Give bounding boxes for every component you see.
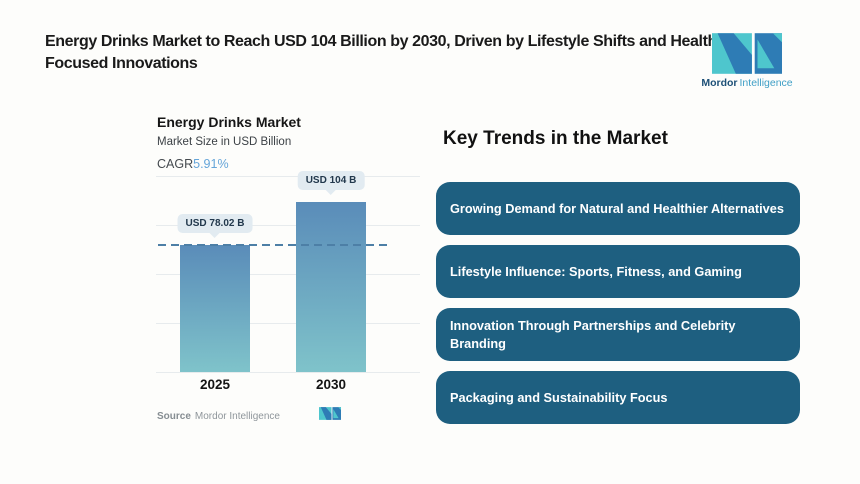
mordor-logo-icon (712, 33, 782, 74)
cagr-value: 5.91% (193, 157, 229, 171)
bar-2025 (180, 244, 250, 372)
value-badge: USD 78.02 B (177, 213, 253, 233)
source-label: Source (157, 411, 191, 422)
gridline (156, 274, 420, 275)
key-trends-panel: Growing Demand for Natural and Healthier… (436, 182, 800, 424)
chart-subtitle: Market Size in USD Billion (157, 136, 292, 148)
x-tick-label: 2025 (199, 377, 231, 392)
cagr-label: CAGR (157, 157, 194, 171)
x-tick-label: 2030 (315, 377, 347, 392)
trend-card-label: Innovation Through Partnerships and Cele… (450, 317, 736, 351)
chart-title: Energy Drinks Market (157, 114, 301, 130)
value-badge: USD 104 B (297, 171, 365, 191)
trend-card-label: Lifestyle Influence: Sports, Fitness, an… (450, 263, 742, 279)
trend-card: Innovation Through Partnerships and Cele… (436, 308, 800, 361)
cagr-row: CAGR5.91% (157, 157, 229, 171)
gridline (156, 176, 420, 177)
trend-card: Growing Demand for Natural and Healthier… (436, 182, 800, 235)
mordor-logo-small-icon (319, 407, 341, 420)
gridline (156, 225, 420, 226)
gridline (156, 372, 420, 373)
source-note: Source Mordor Intelligence (157, 411, 280, 422)
trend-card-label: Packaging and Sustainability Focus (450, 389, 668, 405)
brand-logo: Mordor Intelligence (701, 33, 793, 89)
source-value: Mordor Intelligence (194, 411, 280, 422)
trend-card-label: Growing Demand for Natural and Healthier… (450, 200, 784, 216)
brand-name-bold: Mordor (701, 77, 738, 89)
trends-heading: Key Trends in the Market (443, 128, 668, 149)
brand-name-light: Intelligence (739, 77, 793, 89)
bar-2030 (296, 202, 366, 372)
page-title: Energy Drinks Market to Reach USD 104 Bi… (45, 33, 722, 72)
gridline (156, 323, 420, 324)
brand-wordmark: Mordor Intelligence (701, 77, 792, 89)
trend-card: Lifestyle Influence: Sports, Fitness, an… (436, 245, 800, 298)
reference-dashed-line (158, 243, 388, 247)
plot-area: USD 78.02 B 2025 USD 104 B 2030 (156, 171, 420, 392)
trend-card: Packaging and Sustainability Focus (436, 371, 800, 424)
